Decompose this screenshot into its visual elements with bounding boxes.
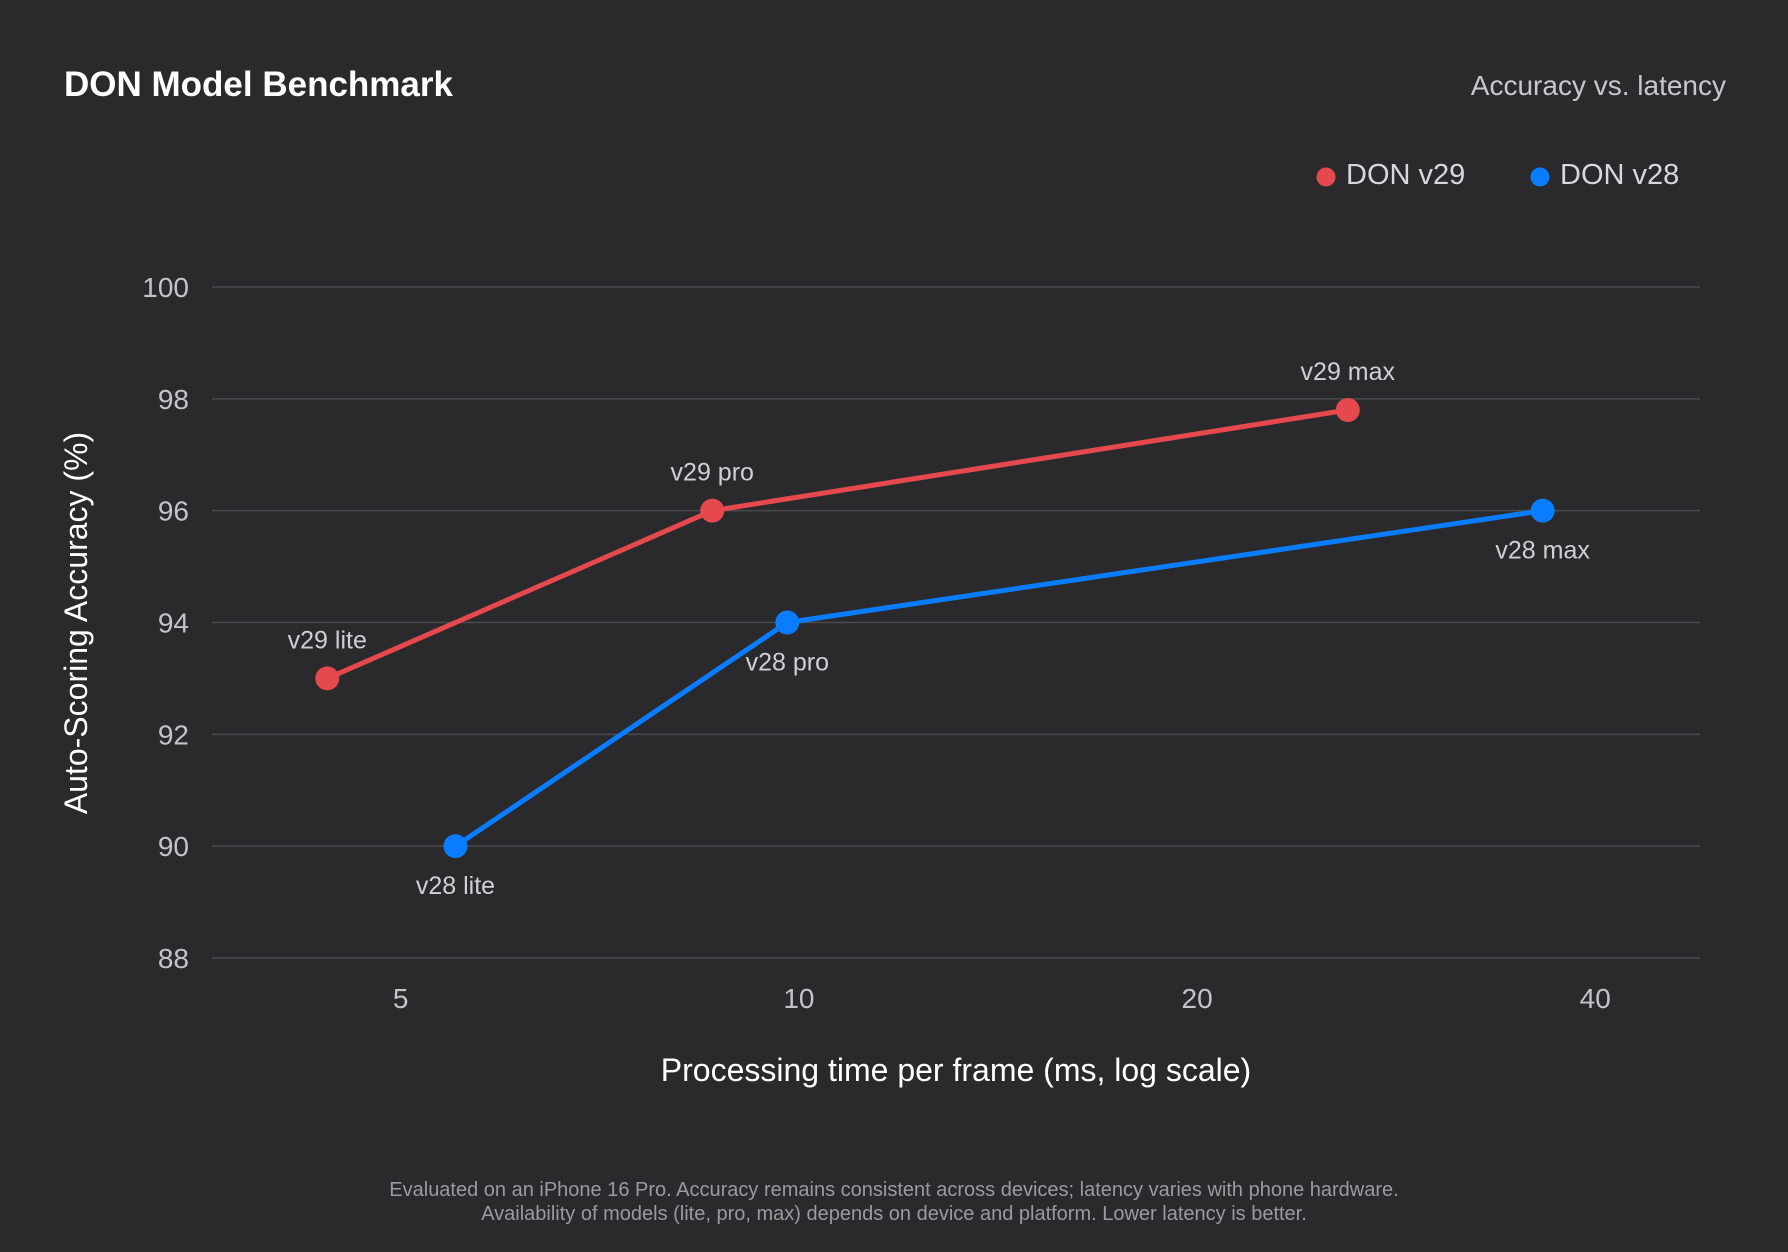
legend-swatch (1530, 167, 1550, 187)
chart-title: DON Model Benchmark (64, 65, 453, 104)
x-tick-label: 40 (1580, 983, 1611, 1014)
data-point-label: v28 lite (416, 872, 495, 900)
legend-label: DON v28 (1560, 159, 1679, 191)
data-point (443, 834, 468, 859)
series-1: v29 lite v29 pro v29 max (288, 358, 1396, 691)
y-axis-title: Auto-Scoring Accuracy (%) (58, 432, 94, 814)
data-point (315, 666, 340, 691)
y-tick-label: 94 (158, 608, 189, 639)
data-point-label: v28 max (1495, 537, 1590, 565)
data-point (700, 498, 725, 523)
series-line (453, 508, 1546, 849)
x-axis-ticks: 5 10 20 40 (393, 983, 1611, 1014)
x-tick-label: 5 (393, 983, 409, 1014)
data-point (1335, 398, 1360, 423)
series-2: v28 lite v28 pro v28 max (416, 498, 1590, 900)
data-point (775, 610, 800, 635)
data-point (1530, 498, 1555, 523)
y-tick-label: 100 (142, 272, 189, 303)
y-tick-label: 98 (158, 384, 189, 415)
grid-lines (212, 286, 1700, 959)
y-tick-label: 88 (158, 943, 189, 974)
footnote-line-1: Evaluated on an iPhone 16 Pro. Accuracy … (389, 1179, 1398, 1201)
x-tick-label: 10 (783, 983, 814, 1014)
series-line (324, 407, 1351, 681)
data-point-label: v29 lite (288, 626, 367, 654)
legend-label: DON v29 (1346, 159, 1465, 191)
y-tick-label: 92 (158, 719, 189, 750)
y-tick-label: 96 (158, 496, 189, 527)
chart-subtitle: Accuracy vs. latency (1471, 70, 1726, 101)
data-point-label: v29 pro (671, 459, 754, 487)
legend: DON v29 DON v28 (1316, 159, 1679, 191)
legend-swatch (1316, 167, 1336, 187)
data-point-label: v29 max (1301, 358, 1396, 386)
x-axis-title: Processing time per frame (ms, log scale… (661, 1052, 1251, 1088)
y-axis-ticks: 88 90 92 94 96 98 100 (142, 272, 189, 974)
x-tick-label: 20 (1182, 983, 1213, 1014)
footnote-line-2: Availability of models (lite, pro, max) … (481, 1203, 1307, 1225)
y-tick-label: 90 (158, 831, 189, 862)
data-point-label: v28 pro (746, 649, 829, 677)
